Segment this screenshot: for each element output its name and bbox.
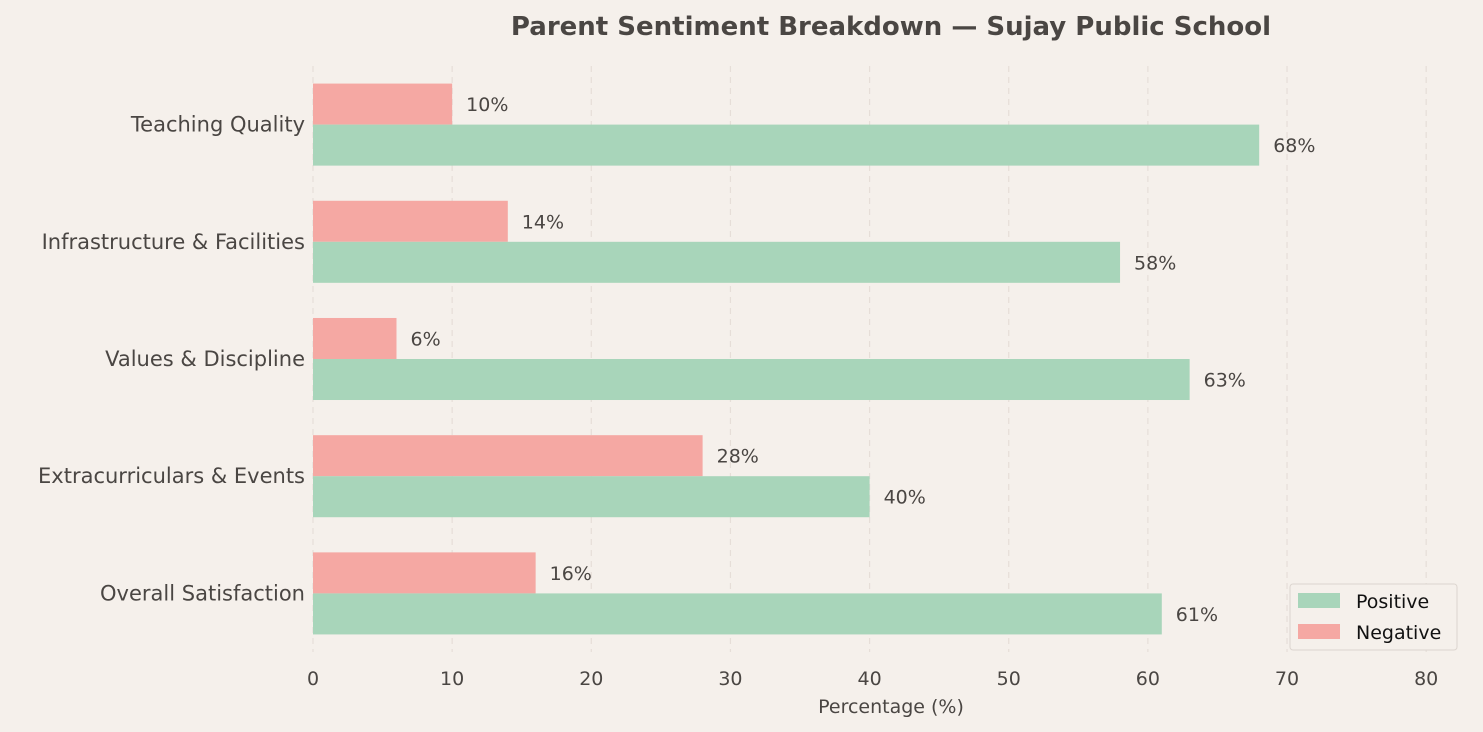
chart-title: Parent Sentiment Breakdown — Sujay Publi… [511, 12, 1271, 42]
data-label-negative-extracurriculars-and-events: 28% [717, 446, 759, 468]
category-label-overall-satisfaction: Overall Satisfaction [100, 581, 305, 605]
data-label-positive-teaching-quality: 68% [1273, 135, 1315, 157]
category-label-extracurriculars-and-events: Extracurriculars & Events [38, 464, 305, 488]
bar-negative-values-and-discipline [313, 317, 397, 359]
legend-swatch-negative [1298, 624, 1340, 639]
legend-label-positive: Positive [1356, 591, 1429, 613]
data-label-negative-values-and-discipline: 6% [410, 328, 440, 350]
data-label-positive-overall-satisfaction: 61% [1176, 604, 1218, 626]
x-tick-label-80: 80 [1414, 668, 1438, 690]
x-tick-label-40: 40 [857, 668, 881, 690]
x-tick-label-60: 60 [1136, 668, 1160, 690]
x-tick-label-70: 70 [1275, 668, 1299, 690]
x-axis-label: Percentage (%) [818, 696, 964, 718]
data-label-negative-overall-satisfaction: 16% [550, 563, 592, 585]
bar-negative-infrastructure-and-facilities [313, 200, 508, 242]
data-label-positive-values-and-discipline: 63% [1204, 370, 1246, 392]
category-label-teaching-quality: Teaching Quality [130, 113, 305, 137]
x-tick-label-10: 10 [440, 668, 464, 690]
x-tick-label-50: 50 [997, 668, 1021, 690]
category-label-infrastructure-and-facilities: Infrastructure & Facilities [42, 230, 305, 254]
bar-positive-overall-satisfaction [313, 593, 1162, 635]
data-label-negative-infrastructure-and-facilities: 14% [522, 211, 564, 233]
data-label-positive-extracurriculars-and-events: 40% [884, 487, 926, 509]
x-tick-label-20: 20 [579, 668, 603, 690]
x-tick-label-30: 30 [718, 668, 742, 690]
bars [313, 83, 1260, 635]
bar-negative-extracurriculars-and-events [313, 435, 703, 477]
legend-swatch-positive [1298, 593, 1340, 608]
labels: 0 10 20 30 40 50 60 70 80 10% 68% Teaching Quality 1… [38, 94, 1438, 690]
bar-negative-teaching-quality [313, 83, 453, 125]
data-label-positive-infrastructure-and-facilities: 58% [1134, 252, 1176, 274]
bar-positive-extracurriculars-and-events [313, 476, 870, 518]
bar-negative-overall-satisfaction [313, 552, 536, 594]
legend-label-negative: Negative [1356, 622, 1441, 644]
category-label-values-and-discipline: Values & Discipline [105, 347, 305, 371]
legend: Positive Negative [1289, 583, 1458, 651]
data-label-negative-teaching-quality: 10% [466, 94, 508, 116]
bar-positive-teaching-quality [313, 124, 1260, 166]
bar-positive-values-and-discipline [313, 359, 1190, 401]
bar-positive-infrastructure-and-facilities [313, 241, 1121, 283]
x-tick-label-0: 0 [307, 668, 319, 690]
